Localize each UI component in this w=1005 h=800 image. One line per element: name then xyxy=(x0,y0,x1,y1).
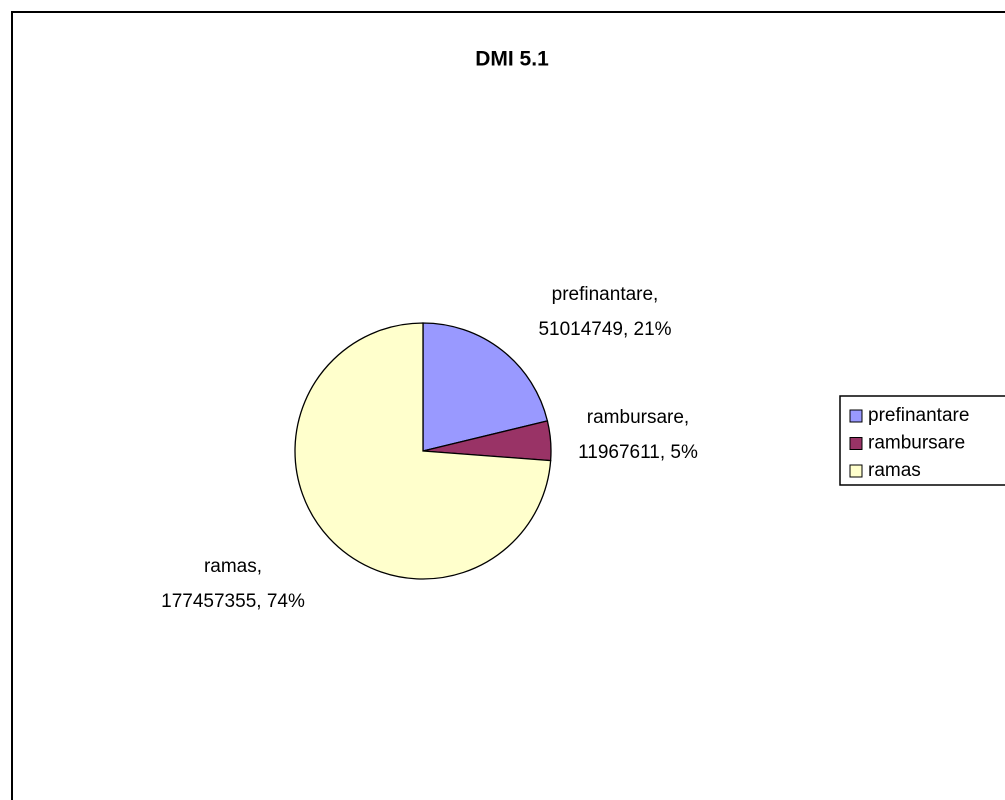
legend-swatch xyxy=(849,409,863,423)
pie-slice xyxy=(422,322,549,452)
data-label: rambursare, xyxy=(587,407,689,428)
legend-swatch xyxy=(849,464,863,478)
data-label: 51014749, 21% xyxy=(538,319,671,340)
pie-slice xyxy=(294,322,552,580)
data-label: ramas, xyxy=(204,556,262,577)
legend-swatch xyxy=(849,437,863,450)
data-label: 11967611, 5% xyxy=(578,442,698,463)
data-label: prefinantare, xyxy=(552,284,659,305)
legend-label: prefinantare xyxy=(868,405,969,426)
legend-box xyxy=(839,395,1005,486)
data-label: 177457355, 74% xyxy=(161,591,305,612)
legend-label: ramas xyxy=(868,460,921,481)
legend-label: rambursare xyxy=(868,433,965,454)
chart-title: DMI 5.1 xyxy=(475,48,549,71)
